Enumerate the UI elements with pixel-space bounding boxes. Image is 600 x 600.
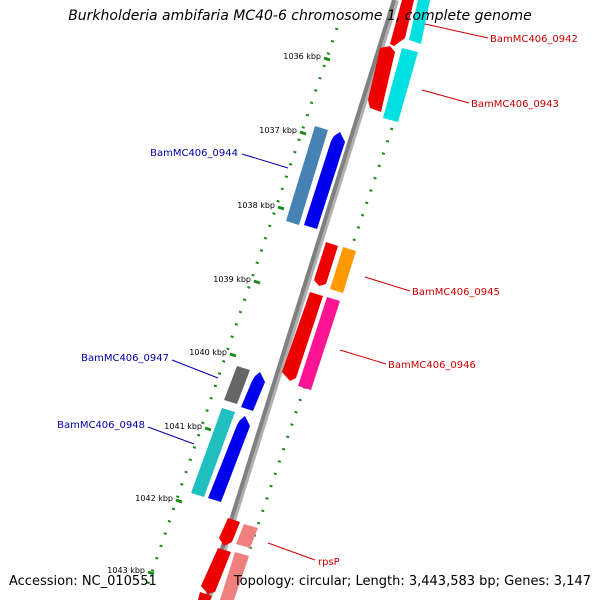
- label-layer: BamMC406_0942 BamMC406_0943 BamMC406_0944 B…: [57, 34, 578, 568]
- tick-label: 1036 kbp: [283, 52, 321, 61]
- connector-line: [147, 426, 195, 445]
- gene-arrow: [304, 132, 345, 229]
- tick-label: 1039 kbp: [213, 275, 251, 284]
- gene-arrow: [241, 372, 265, 411]
- tick-track-inner: [144, 27, 339, 591]
- gene-arrow: [298, 297, 340, 390]
- tick-mark: [229, 352, 237, 358]
- gene-arrow: [219, 518, 240, 546]
- gene-arrow: [224, 366, 250, 404]
- tick-label: 1038 kbp: [237, 201, 275, 210]
- gene-arrow: [286, 126, 328, 225]
- backbone: [204, 0, 396, 600]
- connector-line: [241, 153, 289, 169]
- connector-line: [267, 542, 316, 561]
- tick-mark: [204, 426, 212, 432]
- connector-line: [364, 276, 411, 292]
- tick-label: 1037 kbp: [259, 126, 297, 135]
- gene-arrow: [208, 416, 250, 502]
- tick-mark: [147, 570, 155, 576]
- topology-text: Topology: circular; Length: 3,443,583 bp…: [233, 574, 591, 589]
- tick-layer: 1036 kbp 1037 kbp 1038 kbp 1039 kbp 1040 kbp…: [107, 52, 331, 576]
- gene-label: rpsP: [318, 557, 340, 568]
- gene-arrow: [236, 524, 258, 548]
- gene-arrow: [383, 48, 418, 122]
- tick-label: 1041 kbp: [164, 422, 202, 431]
- gene-layer: [191, 0, 430, 600]
- tick-mark: [253, 279, 261, 285]
- gene-label: BamMC406_0945: [412, 287, 500, 298]
- map-title: Burkholderia ambifaria MC40-6 chromosome…: [68, 8, 532, 24]
- connector-layer: [147, 23, 489, 561]
- connector-line: [421, 89, 470, 104]
- gene-label: BamMC406_0942: [490, 34, 578, 45]
- gene-label: BamMC406_0946: [388, 360, 476, 371]
- gene-arrow: [314, 242, 338, 286]
- gene-arrow: [191, 408, 235, 497]
- connector-line: [424, 23, 489, 39]
- gene-label: BamMC406_0947: [81, 353, 169, 364]
- gene-arrow: [198, 592, 212, 600]
- gene-label: BamMC406_0944: [150, 148, 238, 159]
- connector-line: [339, 349, 387, 365]
- gene-arrow: [282, 292, 323, 381]
- tick-mark: [277, 205, 285, 211]
- gene-label: BamMC406_0943: [471, 99, 559, 110]
- accession-text: Accession: NC_010551: [9, 574, 157, 589]
- tick-label: 1043 kbp: [107, 566, 145, 575]
- tick-label: 1042 kbp: [135, 494, 173, 503]
- gene-arrow: [220, 552, 249, 600]
- tick-label: 1040 kbp: [189, 348, 227, 357]
- connector-line: [171, 359, 219, 379]
- gene-label: BamMC406_0948: [57, 420, 145, 431]
- gene-arrow: [330, 247, 356, 293]
- tick-mark: [299, 130, 307, 136]
- gene-arrow: [409, 0, 430, 44]
- gene-arrow: [390, 0, 414, 46]
- tick-mark: [175, 498, 183, 504]
- gene-arrow: [368, 46, 395, 112]
- gene-arrow: [201, 548, 231, 594]
- tick-mark: [323, 56, 331, 62]
